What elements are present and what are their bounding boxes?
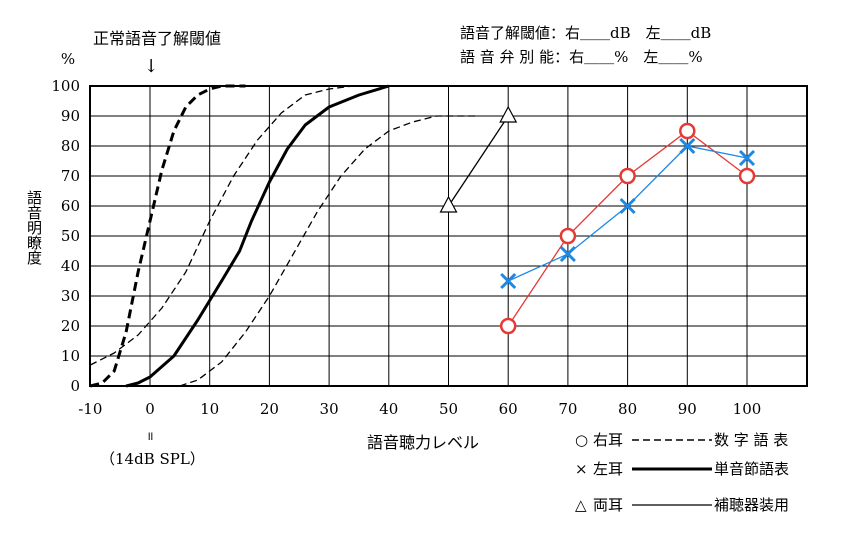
threshold-record-line: 語音了解閾値：右＿＿dB 左＿＿dB — [460, 24, 711, 42]
data-series — [439, 105, 756, 335]
y-axis-label: 語音明瞭度 — [25, 190, 43, 265]
legend-symbol: × — [575, 460, 588, 478]
x-tick-label: 70 — [558, 400, 577, 418]
series-line-triangle — [447, 115, 509, 207]
data-point-circle — [559, 227, 577, 245]
discrimination-record-line: 語 音 弁 別 能：右＿＿% 左＿＿% — [460, 48, 703, 66]
zero-equals-mark: ॥ — [146, 429, 153, 443]
data-point-x — [559, 245, 576, 263]
data-point-circle — [619, 167, 636, 185]
y-unit-label: % — [61, 50, 75, 68]
legend-label: 両耳 — [593, 496, 623, 514]
y-tick-labels: 0 10 20 30 40 50 60 70 80 90 100 — [51, 77, 80, 395]
y-tick-label: 70 — [61, 167, 80, 185]
y-tick-label: 10 — [61, 347, 80, 365]
x-tick-label: 0 — [145, 400, 155, 418]
normal-threshold-label: 正常語音了解閾値 — [93, 29, 221, 48]
data-point-circle — [679, 122, 696, 140]
data-point-x — [619, 197, 636, 215]
plot-frame — [89, 85, 808, 387]
data-point-x — [500, 272, 517, 290]
x-tick-label: 30 — [320, 400, 339, 418]
legend-symbol: △ — [575, 496, 587, 514]
data-point-x — [679, 137, 696, 155]
y-tick-label: 50 — [61, 227, 80, 245]
legend-label: 右耳 — [593, 431, 623, 449]
grid — [90, 85, 807, 387]
y-tick-label: 30 — [61, 287, 80, 305]
y-tick-label: 60 — [61, 197, 80, 215]
x-tick-label: 90 — [678, 400, 697, 418]
x-tick-label: -10 — [78, 400, 102, 418]
legend-description: 数 字 語 表 — [714, 431, 788, 449]
x-tick-label: 20 — [260, 400, 279, 418]
spl-note: （14dB SPL） — [100, 450, 205, 468]
x-tick-label: 50 — [439, 400, 458, 418]
legend-symbol: ○ — [575, 431, 588, 449]
reference-curve-thin-dashed — [179, 115, 479, 387]
y-tick-label: 40 — [61, 257, 80, 275]
reference-curve-bold-solid — [125, 84, 390, 388]
reference-curve-thin-dashed — [90, 85, 389, 366]
reference-curve-bold-dashed — [89, 84, 246, 388]
data-point-circle — [499, 317, 517, 335]
y-tick-label: 90 — [61, 107, 80, 125]
legend-description: 単音節語表 — [714, 460, 789, 478]
data-point-circle — [738, 167, 756, 185]
legend-description: 補聴器装用 — [714, 496, 789, 514]
y-tick-label: 100 — [51, 77, 80, 95]
legend: ○ 右耳 数 字 語 表 × 左耳 単音節語表 △ 両耳 補聴器装用 — [575, 431, 789, 514]
x-tick-label: 10 — [200, 400, 219, 418]
y-tick-label: 80 — [61, 137, 80, 155]
legend-label: 左耳 — [593, 460, 623, 478]
normal-threshold-arrow: ↓ — [143, 56, 158, 77]
data-point-x — [738, 149, 756, 167]
x-tick-label: 80 — [618, 400, 637, 418]
data-point-triangle — [499, 105, 518, 123]
x-axis-label: 語音聴力レベル — [367, 433, 479, 452]
x-tick-label: 40 — [379, 400, 398, 418]
x-tick-label: 60 — [499, 400, 518, 418]
x-tick-label: 100 — [733, 400, 762, 418]
data-point-triangle — [439, 195, 458, 213]
y-tick-label: 0 — [70, 377, 80, 395]
x-tick-labels: -10 0 10 20 30 40 50 60 70 80 90 100 — [78, 400, 761, 418]
reference-curves — [89, 84, 479, 388]
y-tick-label: 20 — [61, 317, 80, 335]
